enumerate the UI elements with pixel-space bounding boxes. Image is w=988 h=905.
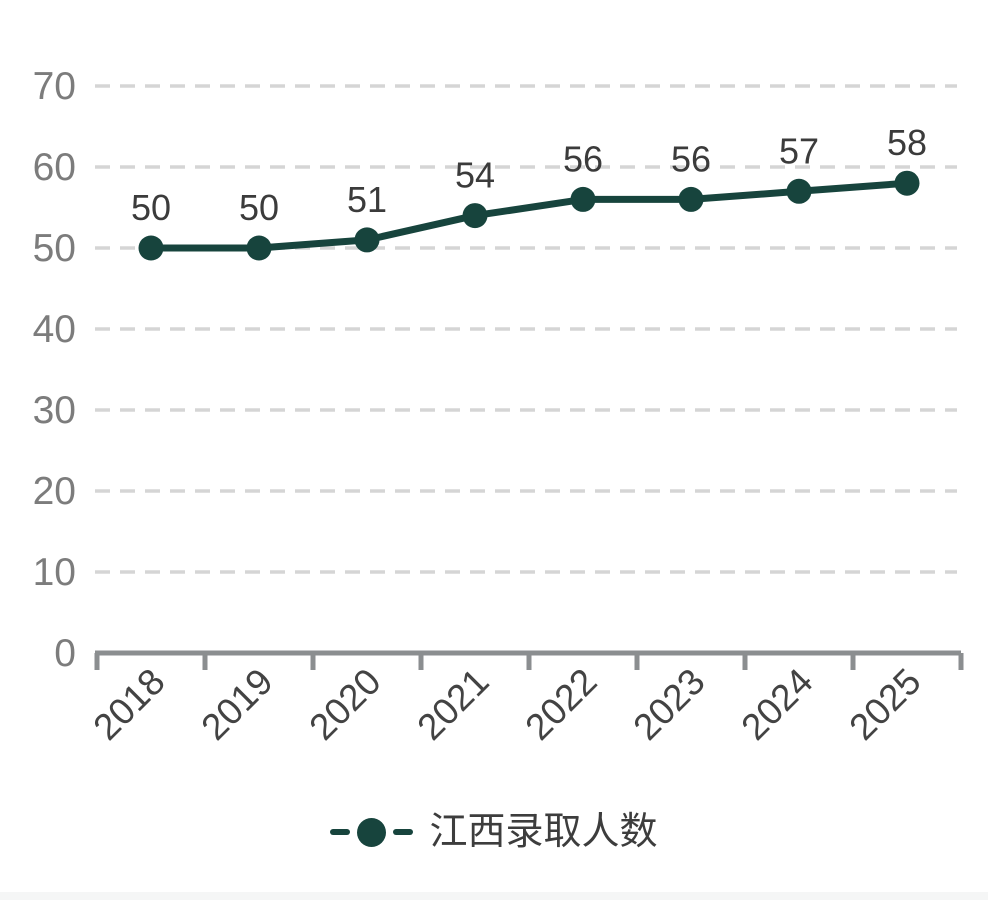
data-point (894, 170, 920, 196)
legend-dot-icon (357, 817, 387, 847)
y-tick-label: 50 (33, 227, 76, 270)
data-point (462, 203, 488, 229)
data-point-label: 58 (887, 122, 927, 163)
y-tick-label: 10 (33, 551, 76, 594)
data-point-label: 56 (563, 138, 603, 179)
data-point-label: 50 (239, 187, 279, 228)
data-point (354, 227, 380, 253)
x-tick-label: 2021 (409, 661, 496, 748)
data-point (786, 178, 812, 204)
y-tick-label: 0 (54, 632, 76, 675)
bottom-strip (0, 892, 988, 900)
data-point-label: 51 (347, 179, 387, 220)
data-point (246, 235, 272, 261)
data-point (138, 235, 164, 261)
legend-label: 江西录取人数 (429, 811, 658, 853)
legend-marker-icon (330, 817, 414, 847)
series-line (147, 179, 911, 252)
y-tick-label: 70 (33, 65, 76, 108)
x-tick-label: 2018 (85, 661, 172, 748)
legend-dash-icon (330, 829, 351, 835)
data-point-label: 56 (671, 138, 711, 179)
legend: 江西录取人数 (0, 806, 988, 858)
y-tick-label: 40 (33, 308, 76, 351)
x-tick-label: 2023 (625, 661, 712, 748)
x-tick-label: 2022 (517, 661, 604, 748)
x-tick-label: 2024 (733, 661, 820, 748)
y-tick-label: 60 (33, 146, 76, 189)
data-point-label: 54 (455, 155, 495, 196)
legend-dash-icon (393, 829, 414, 835)
data-point (678, 186, 704, 212)
y-tick-label: 20 (33, 470, 76, 513)
x-tick-label: 2019 (193, 661, 280, 748)
x-tick-label: 2020 (301, 661, 388, 748)
data-point-label: 57 (779, 130, 819, 171)
x-tick-label: 2025 (841, 661, 928, 748)
data-point-label: 50 (131, 187, 171, 228)
data-point (570, 186, 596, 212)
y-tick-label: 30 (33, 389, 76, 432)
